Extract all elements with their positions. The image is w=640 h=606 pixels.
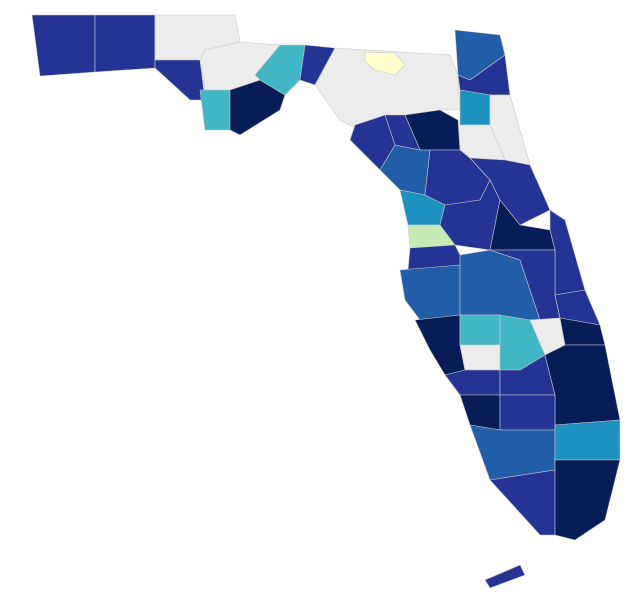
county: [364, 51, 406, 76]
county: [459, 314, 501, 346]
county: [399, 264, 461, 321]
county: [414, 314, 466, 376]
county: [199, 89, 231, 131]
county: [459, 344, 501, 371]
counties: [31, 14, 621, 589]
county: [154, 59, 206, 101]
county: [544, 344, 621, 426]
county: [489, 469, 556, 536]
county: [554, 419, 621, 461]
county: [444, 369, 501, 396]
county: [31, 14, 96, 77]
county: [554, 459, 621, 541]
county: [459, 394, 501, 431]
county: [484, 564, 526, 589]
county: [499, 394, 556, 431]
county: [94, 14, 156, 73]
county: [459, 89, 491, 126]
